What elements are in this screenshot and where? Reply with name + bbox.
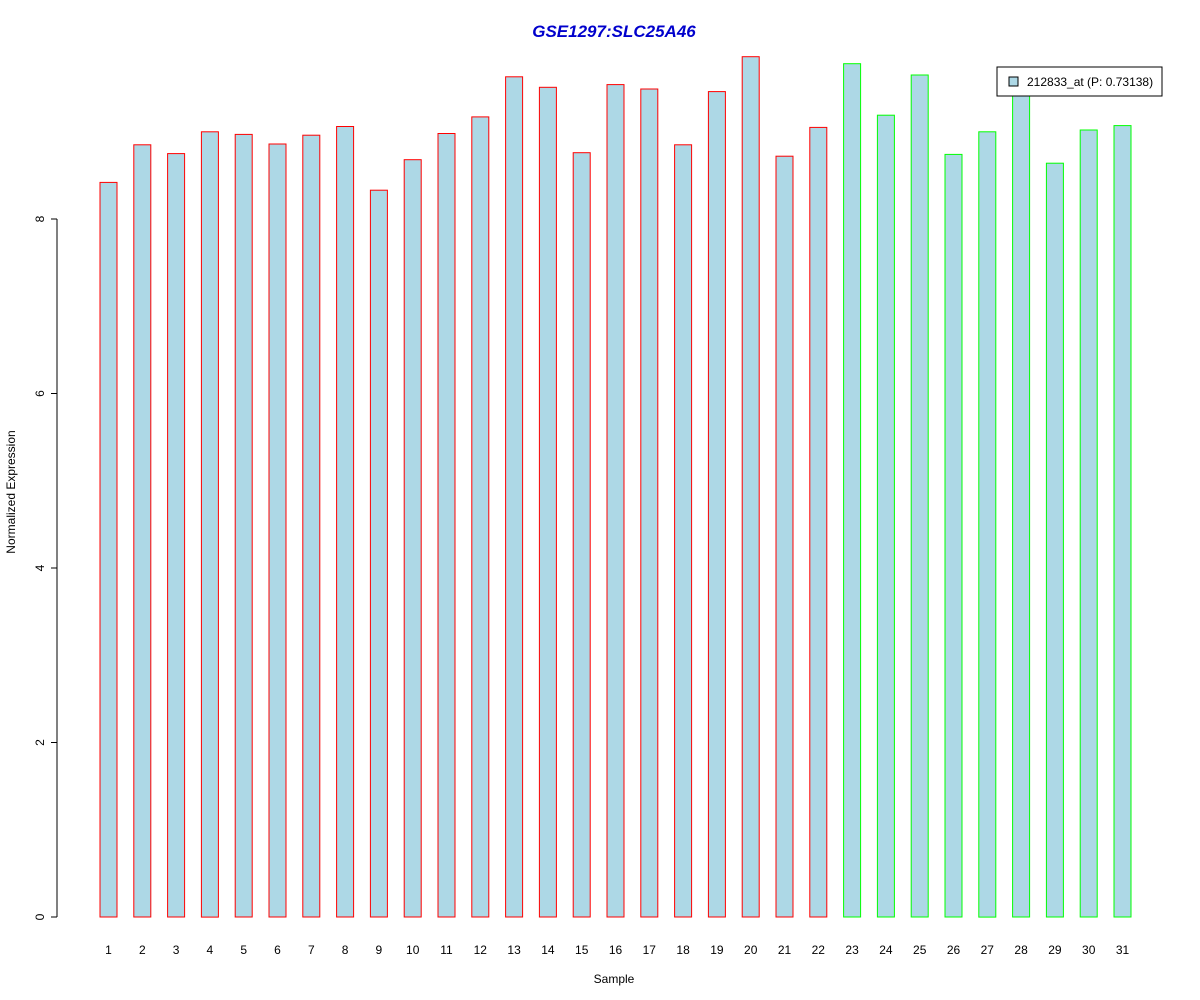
x-axis-tick-label: 26 bbox=[947, 943, 961, 957]
legend-swatch bbox=[1008, 76, 1019, 87]
bar bbox=[302, 134, 321, 918]
bar bbox=[200, 131, 219, 918]
bar bbox=[775, 155, 794, 918]
bar bbox=[978, 131, 997, 918]
bar bbox=[369, 189, 388, 918]
x-axis-label: Sample bbox=[594, 972, 635, 986]
y-axis-tick-label: 2 bbox=[33, 739, 47, 746]
bar bbox=[674, 144, 693, 918]
y-axis-tick-label: 6 bbox=[33, 390, 47, 397]
x-axis-tick-label: 20 bbox=[744, 943, 758, 957]
y-axis-tick-label: 4 bbox=[33, 564, 47, 571]
x-axis-tick-label: 21 bbox=[778, 943, 792, 957]
x-axis-tick-label: 9 bbox=[376, 943, 383, 957]
x-axis-tick-label: 15 bbox=[575, 943, 589, 957]
bar bbox=[99, 181, 118, 918]
bar bbox=[505, 76, 524, 918]
bar bbox=[133, 144, 152, 918]
x-axis-tick-label: 23 bbox=[845, 943, 859, 957]
legend: 212833_at (P: 0.73138) bbox=[996, 66, 1163, 97]
bar bbox=[403, 159, 422, 918]
legend-box bbox=[996, 66, 1163, 97]
x-axis-tick-label: 25 bbox=[913, 943, 927, 957]
x-axis-tick-label: 12 bbox=[474, 943, 488, 957]
x-axis-tick-label: 29 bbox=[1048, 943, 1062, 957]
y-axis-tick-label: 8 bbox=[33, 215, 47, 222]
bars bbox=[99, 56, 1132, 918]
bar bbox=[876, 114, 895, 918]
y-axis: 0 2 4 6 8 bbox=[33, 215, 58, 920]
y-axis-tick-label: 0 bbox=[33, 913, 47, 920]
bar bbox=[606, 84, 625, 918]
x-axis-tick-label: 30 bbox=[1082, 943, 1096, 957]
bar bbox=[944, 153, 963, 918]
x-axis-tick-label: 1 bbox=[105, 943, 112, 957]
bar bbox=[437, 133, 456, 918]
bar bbox=[910, 74, 929, 918]
bar bbox=[1012, 87, 1031, 918]
x-axis-tick-label: 31 bbox=[1116, 943, 1130, 957]
x-axis-tick-label: 13 bbox=[507, 943, 521, 957]
bar bbox=[167, 153, 186, 918]
x-axis-tick-label: 16 bbox=[609, 943, 623, 957]
bar bbox=[1079, 129, 1098, 918]
bar bbox=[640, 88, 659, 918]
x-axis-tick-label: 4 bbox=[207, 943, 214, 957]
bar bbox=[809, 126, 828, 918]
x-axis-tick-label: 6 bbox=[274, 943, 281, 957]
bar bbox=[843, 63, 862, 918]
bar bbox=[741, 56, 760, 918]
x-axis-tick-label: 11 bbox=[440, 943, 453, 957]
bar bbox=[268, 143, 287, 918]
bar bbox=[1113, 125, 1132, 918]
x-axis-tick-label: 2 bbox=[139, 943, 146, 957]
x-axis-tick-label: 8 bbox=[342, 943, 349, 957]
bar bbox=[336, 126, 355, 918]
x-axis-tick-label: 10 bbox=[406, 943, 420, 957]
x-axis-tick-label: 24 bbox=[879, 943, 893, 957]
legend-label: 212833_at (P: 0.73138) bbox=[1027, 75, 1153, 89]
bar bbox=[471, 116, 490, 918]
bar bbox=[572, 152, 591, 918]
chart-title: GSE1297:SLC25A46 bbox=[532, 22, 696, 41]
x-axis-tick-label: 7 bbox=[308, 943, 315, 957]
x-axis-tick-label: 22 bbox=[812, 943, 826, 957]
x-axis-tick-label: 19 bbox=[710, 943, 724, 957]
bar bbox=[1045, 162, 1064, 918]
bar bbox=[234, 133, 253, 918]
x-axis-tick-label: 14 bbox=[541, 943, 555, 957]
y-axis-label: Normalized Expression bbox=[4, 430, 18, 553]
x-axis-tick-label: 3 bbox=[173, 943, 180, 957]
x-axis-tick-label: 28 bbox=[1014, 943, 1028, 957]
x-axis-tick-label: 5 bbox=[240, 943, 247, 957]
bar bbox=[538, 86, 557, 918]
x-axis-tick-label: 27 bbox=[981, 943, 995, 957]
x-axis-tick-label: 18 bbox=[676, 943, 690, 957]
x-axis-tick-labels: 1 2 3 4 5 6 7 8 9 10 11 12 13 14 15 16 17 18 19 20 21 22 23 24 2… bbox=[105, 943, 1129, 957]
bar bbox=[707, 91, 726, 918]
x-axis-tick-label: 17 bbox=[643, 943, 657, 957]
